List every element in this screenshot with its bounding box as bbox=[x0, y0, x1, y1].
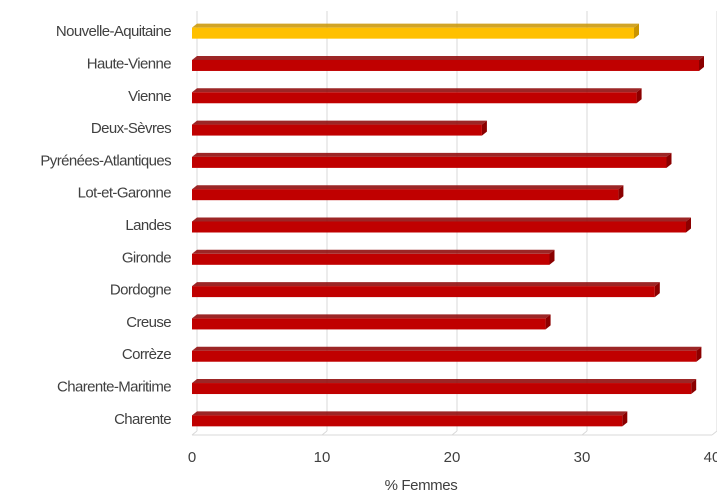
bar bbox=[192, 23, 639, 39]
category-label: Pyrénées-Atlantiques bbox=[40, 152, 171, 169]
bar-front bbox=[192, 59, 699, 71]
category-label: Creuse bbox=[126, 314, 171, 331]
bar bbox=[192, 185, 624, 201]
bar-front bbox=[192, 383, 692, 395]
bar bbox=[192, 249, 555, 265]
bar-front bbox=[192, 286, 655, 298]
bar-front bbox=[192, 92, 637, 104]
bar-side bbox=[686, 217, 691, 233]
bar-side bbox=[691, 379, 697, 395]
bar-top bbox=[192, 152, 672, 157]
bar-front bbox=[192, 318, 546, 330]
category-label: Lot-et-Garonne bbox=[78, 185, 172, 202]
bar-top bbox=[192, 23, 639, 28]
x-tick-label: 40 bbox=[704, 449, 717, 466]
bar bbox=[192, 379, 697, 395]
category-label: Dordogne bbox=[110, 282, 171, 299]
gridline-floor bbox=[581, 430, 588, 436]
bar-top bbox=[192, 55, 704, 60]
bar bbox=[192, 411, 628, 427]
category-label: Deux-Sèvres bbox=[91, 120, 171, 137]
bar-top bbox=[192, 120, 487, 125]
gridline-floor bbox=[711, 430, 717, 436]
bar-front bbox=[192, 27, 634, 39]
category-label: Charente bbox=[114, 411, 171, 428]
bar-front bbox=[192, 189, 619, 201]
gridline-floor bbox=[451, 430, 458, 436]
category-label: Landes bbox=[125, 217, 171, 234]
category-label: Haute-Vienne bbox=[87, 55, 172, 72]
x-tick-label: 0 bbox=[188, 449, 196, 466]
category-label: Gironde bbox=[122, 249, 171, 266]
bar-top bbox=[192, 411, 628, 416]
bar bbox=[192, 217, 691, 233]
bar-top bbox=[192, 379, 697, 384]
bar-front bbox=[192, 253, 550, 265]
bar-top bbox=[192, 185, 624, 190]
bar-side bbox=[666, 152, 672, 168]
bar-side bbox=[618, 185, 624, 201]
bar-side bbox=[622, 411, 628, 427]
bar-side bbox=[634, 23, 639, 39]
bar-side bbox=[699, 55, 704, 71]
bar bbox=[192, 55, 704, 71]
bar-side bbox=[654, 282, 660, 298]
bar-front bbox=[192, 350, 697, 362]
bar-side bbox=[549, 249, 555, 265]
bar bbox=[192, 346, 702, 362]
bar-side bbox=[481, 120, 487, 136]
x-tick-labels: 0 10 20 30 40 bbox=[188, 449, 717, 466]
bar bbox=[192, 88, 642, 104]
x-axis-title: % Femmes bbox=[385, 477, 458, 494]
bar-top bbox=[192, 88, 642, 93]
bar-top bbox=[192, 249, 555, 254]
gridline-floor bbox=[191, 430, 198, 436]
bar bbox=[192, 152, 672, 168]
bar-front bbox=[192, 221, 686, 233]
bar-top bbox=[192, 282, 660, 287]
category-label: Charente-Maritime bbox=[57, 379, 171, 396]
bar-side bbox=[636, 88, 642, 104]
bar-front bbox=[192, 156, 667, 168]
category-label: Vienne bbox=[128, 88, 171, 105]
bar-top bbox=[192, 346, 702, 351]
bar bbox=[192, 120, 487, 136]
bar-front bbox=[192, 415, 623, 427]
bars bbox=[192, 23, 704, 427]
category-label: Nouvelle-Aquitaine bbox=[56, 23, 171, 40]
bar-top bbox=[192, 217, 691, 222]
bar bbox=[192, 314, 551, 330]
bar-top bbox=[192, 314, 551, 319]
category-labels: Nouvelle-Aquitaine Haute-Vienne Vienne Deux… bbox=[40, 23, 171, 428]
bar-front bbox=[192, 124, 482, 136]
x-tick-label: 30 bbox=[574, 449, 591, 466]
x-tick-label: 10 bbox=[314, 449, 331, 466]
category-label: Corrèze bbox=[122, 346, 171, 363]
bar-side bbox=[696, 346, 702, 362]
bar-side bbox=[545, 314, 551, 330]
gridline-floor bbox=[321, 430, 328, 436]
x-tick-label: 20 bbox=[444, 449, 461, 466]
bar bbox=[192, 282, 660, 298]
